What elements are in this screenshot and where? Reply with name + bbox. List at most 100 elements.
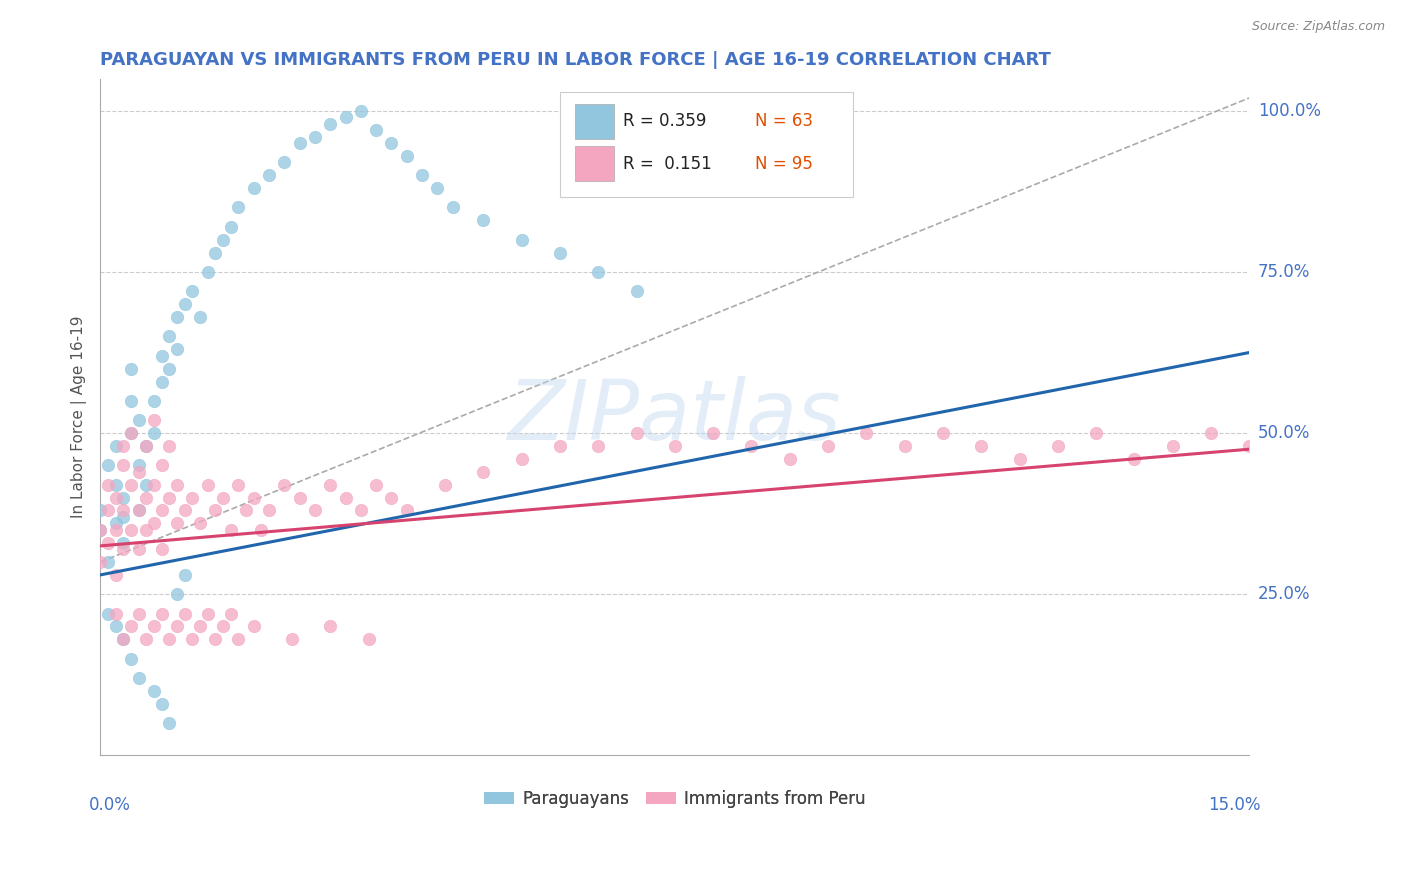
Point	[188, 619, 211, 633]
Point	[357, 632, 380, 647]
Point	[395, 149, 418, 163]
Point	[1199, 426, 1222, 441]
Point	[112, 458, 135, 473]
Point	[150, 458, 173, 473]
Point	[120, 523, 142, 537]
Point	[510, 233, 533, 247]
Point	[143, 684, 166, 698]
Point	[128, 458, 150, 473]
Point	[173, 607, 195, 621]
Point	[212, 233, 235, 247]
Point	[166, 310, 188, 324]
Point	[740, 439, 762, 453]
Point	[472, 465, 495, 479]
Point	[97, 555, 120, 569]
Point	[434, 477, 457, 491]
Point	[104, 567, 127, 582]
Point	[304, 129, 326, 144]
Point	[104, 477, 127, 491]
Point	[411, 168, 433, 182]
Point	[112, 503, 135, 517]
Point	[273, 155, 295, 169]
Point	[242, 619, 264, 633]
Point	[104, 439, 127, 453]
Point	[350, 103, 373, 118]
Point	[1123, 451, 1146, 466]
Point	[626, 285, 648, 299]
Point	[380, 491, 402, 505]
Point	[104, 607, 127, 621]
Point	[97, 607, 120, 621]
Text: PARAGUAYAN VS IMMIGRANTS FROM PERU IN LABOR FORCE | AGE 16-19 CORRELATION CHART: PARAGUAYAN VS IMMIGRANTS FROM PERU IN LA…	[100, 51, 1052, 69]
Point	[143, 516, 166, 531]
Point	[1008, 451, 1031, 466]
Point	[135, 632, 157, 647]
Point	[112, 535, 135, 549]
Point	[112, 491, 135, 505]
Point	[150, 349, 173, 363]
Point	[335, 110, 357, 124]
Point	[257, 503, 280, 517]
Point	[143, 477, 166, 491]
Point	[89, 503, 111, 517]
Point	[89, 523, 111, 537]
Point	[1161, 439, 1184, 453]
Point	[204, 632, 226, 647]
Point	[188, 516, 211, 531]
Point	[120, 426, 142, 441]
Text: ZIPatlas: ZIPatlas	[508, 376, 842, 458]
Point	[157, 329, 180, 343]
Point	[157, 491, 180, 505]
Text: 75.0%: 75.0%	[1258, 263, 1310, 281]
Point	[626, 426, 648, 441]
Text: 50.0%: 50.0%	[1258, 424, 1310, 442]
Point	[143, 619, 166, 633]
Point	[588, 439, 610, 453]
Point	[779, 451, 801, 466]
Point	[181, 491, 204, 505]
Point	[1085, 426, 1108, 441]
Point	[120, 426, 142, 441]
Point	[173, 567, 195, 582]
Point	[441, 201, 464, 215]
Point	[143, 426, 166, 441]
Point	[197, 477, 219, 491]
Point	[97, 458, 120, 473]
Point	[212, 491, 235, 505]
Point	[104, 491, 127, 505]
Point	[166, 619, 188, 633]
Point	[226, 632, 249, 647]
Point	[204, 503, 226, 517]
Point	[197, 265, 219, 279]
Point	[157, 632, 180, 647]
Point	[173, 297, 195, 311]
Point	[304, 503, 326, 517]
Point	[932, 426, 955, 441]
Point	[219, 219, 242, 234]
Point	[166, 516, 188, 531]
Point	[510, 451, 533, 466]
Point	[120, 393, 142, 408]
Point	[166, 477, 188, 491]
Point	[380, 136, 402, 150]
Point	[112, 632, 135, 647]
Text: N = 63: N = 63	[755, 112, 813, 130]
Point	[157, 439, 180, 453]
Point	[135, 439, 157, 453]
Point	[188, 310, 211, 324]
Point	[319, 619, 342, 633]
Point	[212, 619, 235, 633]
Text: R = 0.359: R = 0.359	[623, 112, 707, 130]
Point	[89, 523, 111, 537]
Point	[128, 503, 150, 517]
Point	[664, 439, 686, 453]
Point	[135, 439, 157, 453]
Point	[281, 632, 304, 647]
Point	[150, 697, 173, 711]
Point	[242, 181, 264, 195]
Point	[143, 393, 166, 408]
Point	[112, 632, 135, 647]
Point	[893, 439, 915, 453]
Point	[226, 201, 249, 215]
Point	[120, 619, 142, 633]
